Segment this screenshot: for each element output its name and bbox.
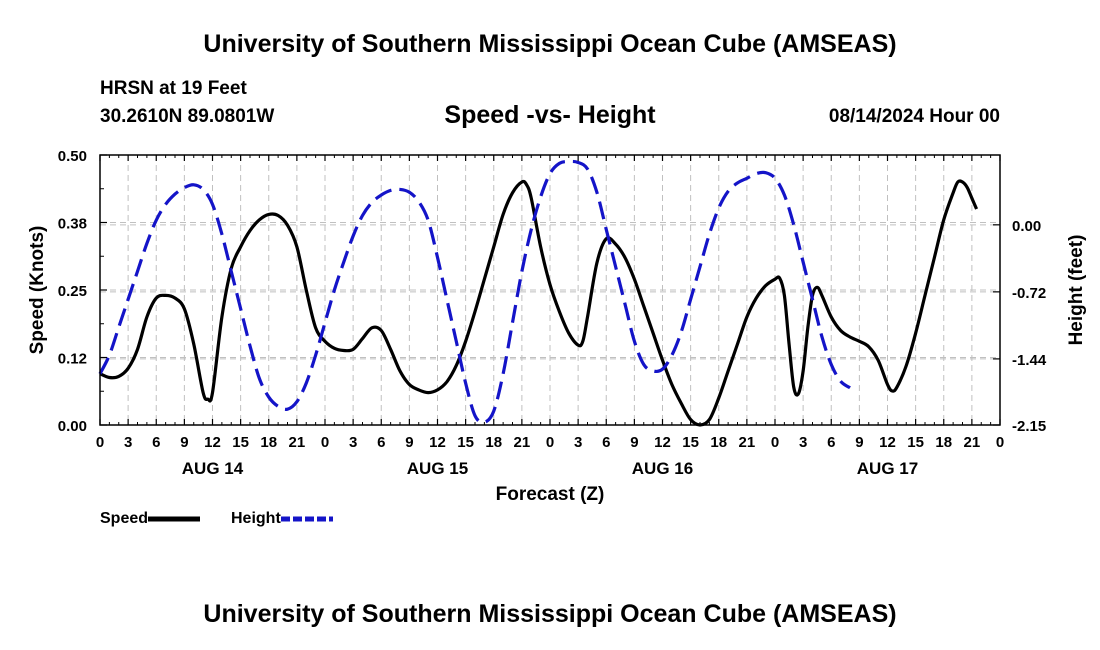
x-tick-label: 18 bbox=[260, 434, 277, 451]
x-tick-label: 9 bbox=[405, 434, 413, 451]
x-tick-label: 18 bbox=[485, 434, 502, 451]
x-tick-label: 9 bbox=[630, 434, 638, 451]
y-tick-label: 0.12 bbox=[58, 351, 87, 368]
y-tick-label: 0.25 bbox=[58, 283, 87, 300]
x-tick-label: 6 bbox=[827, 434, 835, 451]
x-tick-label: 6 bbox=[377, 434, 385, 451]
day-label: AUG 17 bbox=[857, 459, 918, 478]
y-tick-label: 0.38 bbox=[58, 216, 87, 233]
x-tick-label: 3 bbox=[799, 434, 807, 451]
x-tick-label: 0 bbox=[996, 434, 1004, 451]
x-tick-label: 3 bbox=[124, 434, 132, 451]
x-tick-label: 18 bbox=[710, 434, 727, 451]
y-tick-label: 0.50 bbox=[58, 148, 87, 165]
series-line-speed bbox=[99, 179, 979, 427]
legend-speed-swatch bbox=[148, 516, 201, 522]
day-label: AUG 15 bbox=[407, 459, 468, 478]
footer-title: University of Southern Mississippi Ocean… bbox=[203, 600, 897, 628]
y2-tick-label: -1.44 bbox=[1012, 352, 1047, 369]
chart-subtitle: Speed -vs- Height bbox=[444, 101, 656, 129]
legend-height-swatch bbox=[280, 516, 333, 522]
y2-tick-label: -2.15 bbox=[1012, 418, 1046, 435]
x-tick-label: 9 bbox=[855, 434, 863, 451]
x-tick-label: 3 bbox=[574, 434, 582, 451]
x-tick-label: 3 bbox=[349, 434, 357, 451]
y-axis-label: Speed (Knots) bbox=[27, 226, 48, 355]
x-tick-label: 18 bbox=[935, 434, 952, 451]
day-label: AUG 16 bbox=[632, 459, 693, 478]
x-tick-label: 21 bbox=[739, 434, 756, 451]
x-tick-label: 21 bbox=[289, 434, 306, 451]
y2-axis-label: Height (feet) bbox=[1066, 235, 1087, 346]
y-tick-label: 0.00 bbox=[58, 418, 87, 435]
x-tick-label: 0 bbox=[321, 434, 329, 451]
x-tick-label: 15 bbox=[232, 434, 249, 451]
axes: 0 3 6 9 12 15 18 21 0 3 6 9 12 15 18 21 0 3 6 9 12 15 18 21 0 3 6 9… bbox=[58, 148, 1047, 478]
y2-tick-label: 0.00 bbox=[1012, 218, 1041, 235]
x-tick-label: 21 bbox=[514, 434, 531, 451]
x-tick-label: 6 bbox=[152, 434, 160, 451]
legend-height: Height bbox=[231, 510, 333, 528]
y2-tick-label: -0.72 bbox=[1012, 285, 1046, 302]
x-tick-label: 12 bbox=[654, 434, 671, 451]
x-tick-label: 12 bbox=[879, 434, 896, 451]
series-line-height bbox=[98, 159, 851, 425]
grid bbox=[100, 155, 1000, 425]
x-tick-label: 15 bbox=[457, 434, 474, 451]
station-label: HRSN at 19 Feet bbox=[100, 78, 247, 99]
chart-title: University of Southern Mississippi Ocean… bbox=[203, 30, 897, 58]
x-tick-label: 12 bbox=[204, 434, 221, 451]
x-tick-label: 12 bbox=[429, 434, 446, 451]
series-layer bbox=[98, 159, 979, 427]
x-tick-label: 0 bbox=[96, 434, 104, 451]
coordinates-label: 30.2610N 89.0801W bbox=[100, 106, 275, 127]
x-tick-label: 6 bbox=[602, 434, 610, 451]
x-tick-label: 15 bbox=[907, 434, 924, 451]
x-tick-label: 0 bbox=[771, 434, 779, 451]
legend-speed: Speed bbox=[100, 510, 201, 528]
x-tick-label: 15 bbox=[682, 434, 699, 451]
legend-speed-label: Speed bbox=[100, 510, 149, 527]
x-tick-label: 21 bbox=[964, 434, 981, 451]
forecast-datetime: 08/14/2024 Hour 00 bbox=[828, 106, 1000, 127]
day-label: AUG 14 bbox=[182, 459, 244, 478]
x-axis-label: Forecast (Z) bbox=[496, 484, 605, 505]
x-tick-label: 9 bbox=[180, 434, 188, 451]
legend-height-label: Height bbox=[231, 510, 281, 527]
x-tick-label: 0 bbox=[546, 434, 554, 451]
